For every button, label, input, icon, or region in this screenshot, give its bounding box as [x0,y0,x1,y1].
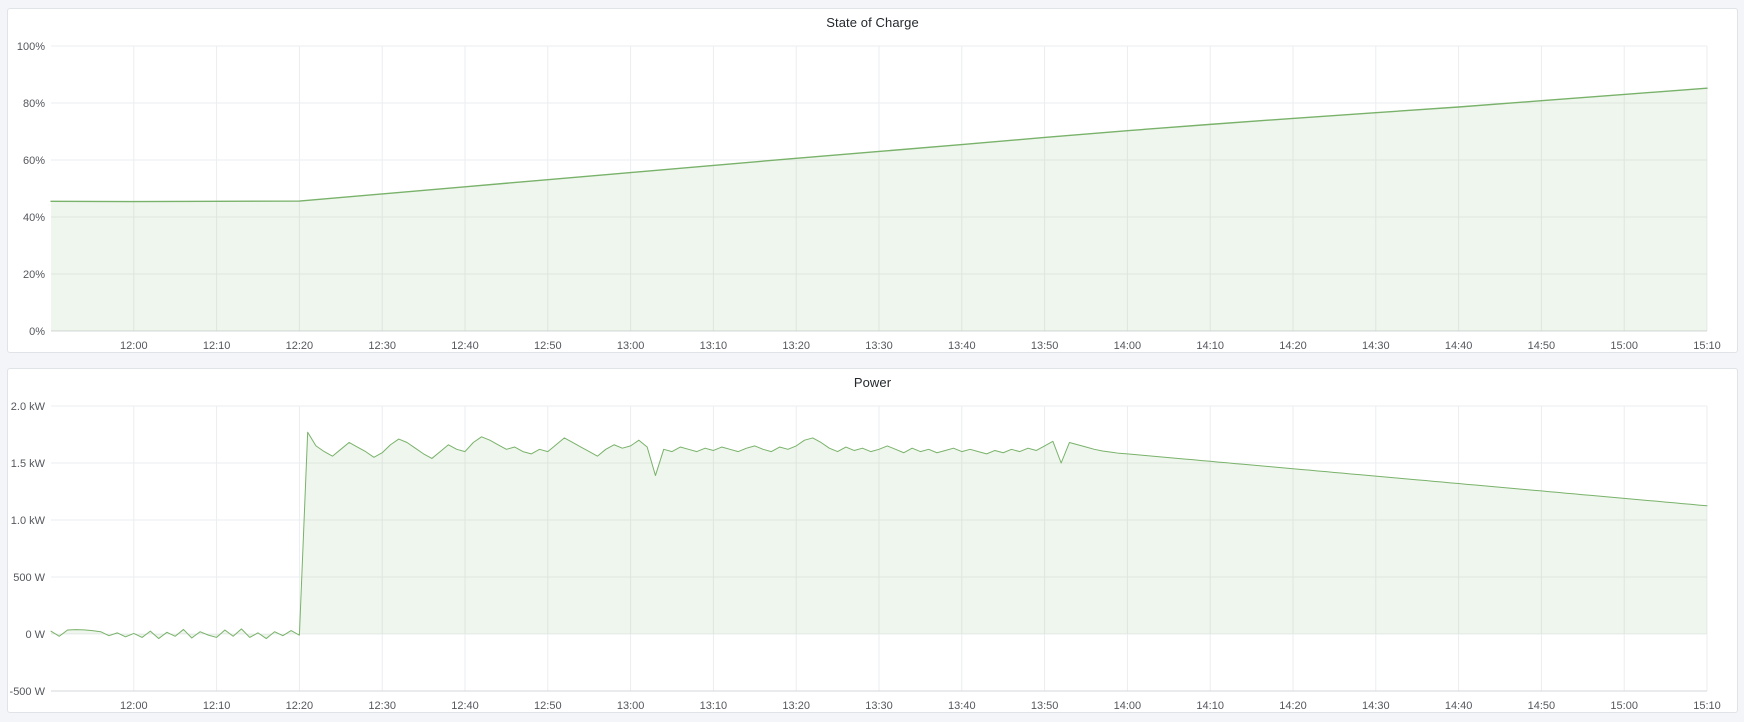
x-axis-tick-label: 13:50 [1031,700,1059,712]
x-axis-tick-label: 15:10 [1693,340,1721,352]
x-axis-tick-label: 14:00 [1114,700,1142,712]
x-axis-tick-label: 13:40 [948,700,976,712]
x-axis-tick-label: 13:00 [617,340,645,352]
y-axis-tick-label: 1.5 kW [11,458,46,470]
x-axis-tick-label: 12:20 [286,340,314,352]
x-axis-tick-label: 14:00 [1114,340,1142,352]
x-axis-tick-label: 12:20 [286,700,314,712]
x-axis-tick-label: 13:10 [700,700,728,712]
y-axis-tick-label: 40% [23,212,45,224]
x-axis-tick-label: 14:10 [1196,700,1224,712]
x-axis-tick-label: 14:20 [1279,340,1307,352]
x-axis-tick-label: 13:30 [865,700,893,712]
y-axis-tick-label: 2.0 kW [11,401,46,413]
panel-title-state-of-charge: State of Charge [826,14,919,30]
y-axis-tick-label: 60% [23,155,45,167]
x-axis-tick-label: 13:40 [948,340,976,352]
x-axis-tick-label: 15:10 [1693,700,1721,712]
x-axis-tick-label: 14:10 [1196,340,1224,352]
panel-power: Power -500 W 0 W 500 W 1.0 kW 1.5 kW 2.0 kW 12… [7,368,1738,713]
panel-header-state-of-charge[interactable]: State of Charge [8,9,1737,35]
state-of-charge-chart[interactable]: 0%20%40%60%80%100%12:00 12:10 12:20 12:30 12… [8,9,1737,352]
x-axis-tick-label: 13:20 [782,340,810,352]
panel-state-of-charge: State of Charge 0% 20% 40% 60% 80% 100% 12:00 1… [7,8,1738,353]
series-area [51,432,1707,639]
grid [51,405,1708,692]
x-axis-tick-label: 14:50 [1528,340,1556,352]
x-axis-tick-label: 15:00 [1610,700,1638,712]
y-axis-tick-label: 80% [23,98,45,110]
x-axis-tick-label: 12:40 [451,700,479,712]
x-axis-tick-label: 14:30 [1362,700,1390,712]
x-axis-labels: 12:00 12:10 12:20 12:30 12:40 12:50 13:00 13:10… [120,700,1721,712]
x-axis-tick-label: 12:50 [534,700,562,712]
x-axis-tick-label: 12:30 [368,340,396,352]
x-axis-tick-label: 12:00 [120,700,148,712]
x-axis-tick-label: 12:10 [203,340,231,352]
y-axis-labels: 0% 20% 40% 60% 80% 100% [17,41,45,338]
y-axis-tick-label: -500 W [10,686,46,698]
x-axis-tick-label: 13:00 [617,700,645,712]
x-axis-tick-label: 13:50 [1031,340,1059,352]
x-axis-tick-label: 13:30 [865,340,893,352]
x-axis-tick-label: 14:30 [1362,340,1390,352]
x-axis-labels: 12:00 12:10 12:20 12:30 12:40 12:50 13:00 13:10… [120,340,1721,352]
y-axis-tick-label: 0% [29,326,45,338]
y-axis-tick-label: 20% [23,269,45,281]
series-area [51,88,1707,332]
series-line [50,431,1708,640]
grid [51,45,1708,332]
x-axis-tick-label: 15:00 [1610,340,1638,352]
y-axis-labels: -500 W 0 W 500 W 1.0 kW 1.5 kW 2.0 kW [10,401,46,698]
x-axis-tick-label: 14:40 [1445,700,1473,712]
x-axis-tick-label: 12:50 [534,340,562,352]
x-axis-tick-label: 14:50 [1528,700,1556,712]
y-axis-tick-label: 100% [17,41,45,53]
series-line [50,87,1708,203]
x-axis-tick-label: 13:20 [782,700,810,712]
x-axis-tick-label: 12:30 [368,700,396,712]
x-axis-tick-label: 12:40 [451,340,479,352]
y-axis-tick-label: 1.0 kW [11,515,46,527]
x-axis-tick-label: 12:10 [203,700,231,712]
x-axis-tick-label: 13:10 [700,340,728,352]
y-axis-tick-label: 500 W [13,572,45,584]
panel-header-power[interactable]: Power [8,369,1737,395]
panel-title-power: Power [853,374,892,390]
y-axis-tick-label: 0 W [25,629,45,641]
x-axis-tick-label: 14:40 [1445,340,1473,352]
x-axis-tick-label: 14:20 [1279,700,1307,712]
x-axis-tick-label: 12:00 [120,340,148,352]
